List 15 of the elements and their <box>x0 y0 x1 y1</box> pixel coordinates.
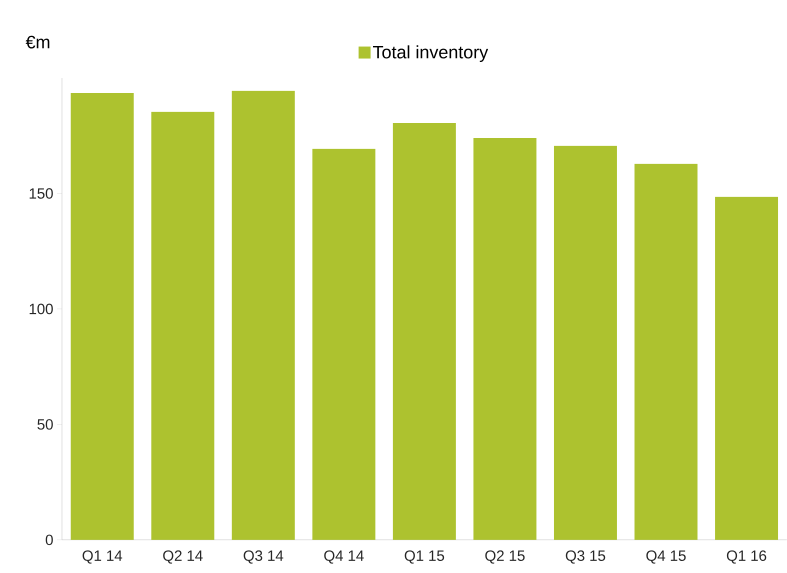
y-tick-label: 0 <box>46 534 53 546</box>
y-tick-label: 100 <box>30 304 53 314</box>
x-tick-label: Q2 15 <box>485 550 525 564</box>
y-axis-title: €m <box>26 36 50 49</box>
x-tick-label: Q1 14 <box>82 550 122 564</box>
x-tick-label: Q1 15 <box>404 550 444 564</box>
y-tick-label: 50 <box>37 419 53 430</box>
x-tick-label: Q2 14 <box>163 550 203 564</box>
x-tick-label: Q4 15 <box>646 550 686 564</box>
x-tick-label: Q1 16 <box>726 550 766 564</box>
x-tick-label: Q4 14 <box>324 550 364 564</box>
legend-label: Total inventory <box>373 45 488 62</box>
x-tick-label: Q3 15 <box>566 550 606 564</box>
y-tick-label: 150 <box>30 188 53 199</box>
x-tick-label: Q3 14 <box>244 550 284 564</box>
